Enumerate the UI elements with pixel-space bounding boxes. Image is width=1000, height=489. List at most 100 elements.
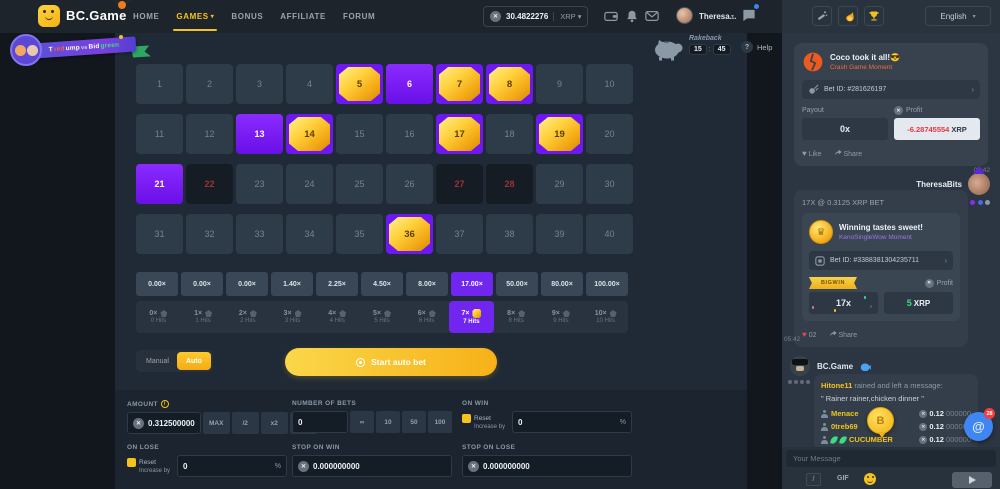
magic-icon[interactable] [812, 6, 832, 26]
on-lose-input[interactable]: 0 % [177, 455, 287, 477]
bell-icon[interactable] [625, 9, 639, 23]
chat-toggle-icon[interactable] [741, 8, 757, 23]
manual-mode-button[interactable]: Manual [146, 357, 169, 365]
keno-cell-29[interactable]: 29 [536, 164, 583, 204]
keno-cell-38[interactable]: 38 [486, 214, 533, 254]
nav-item-games[interactable]: GAMES ▾ [173, 12, 218, 31]
keno-cell-3[interactable]: 3 [236, 64, 283, 104]
keno-cell-23[interactable]: 23 [236, 164, 283, 204]
chat-username[interactable]: BC.Game [817, 361, 854, 371]
keno-cell-21[interactable]: 21 [136, 164, 183, 204]
amount-max-button[interactable]: MAX [202, 412, 230, 434]
nav-username[interactable]: Theresa... [699, 12, 737, 21]
language-select[interactable]: English ▾ [925, 6, 991, 26]
keno-cell-10[interactable]: 10 [586, 64, 633, 104]
slash-command-button[interactable]: / [806, 473, 821, 486]
send-message-button[interactable] [952, 472, 992, 488]
keno-cell-37[interactable]: 37 [436, 214, 483, 254]
keno-cell-36[interactable]: 36 [386, 214, 433, 254]
keno-cell-20[interactable]: 20 [586, 114, 633, 154]
keno-cell-13[interactable]: 13 [236, 114, 283, 154]
keno-cell-25[interactable]: 25 [336, 164, 383, 204]
bcgame-logo-icon[interactable] [38, 5, 60, 27]
keno-cell-16[interactable]: 16 [386, 114, 433, 154]
start-auto-bet-button[interactable]: Start auto bet [285, 348, 497, 376]
keno-cell-30[interactable]: 30 [586, 164, 633, 204]
keno-cell-26[interactable]: 26 [386, 164, 433, 204]
keno-cell-33[interactable]: 33 [236, 214, 283, 254]
amount-double-button[interactable]: x2 [260, 412, 288, 434]
rakeback-widget[interactable]: Rakeback 15 : 45 [651, 35, 731, 61]
keno-cell-12[interactable]: 12 [186, 114, 233, 154]
keno-cell-39[interactable]: 39 [536, 214, 583, 254]
keno-cell-8[interactable]: 8 [486, 64, 533, 104]
keno-cell-17[interactable]: 17 [436, 114, 483, 154]
stop-on-win-input[interactable]: 0.000000000 [292, 455, 452, 477]
bets-preset-button[interactable]: 100 [428, 411, 452, 433]
auto-mode-button[interactable]: Auto [176, 352, 211, 370]
amount-half-button[interactable]: /2 [231, 412, 259, 434]
keno-cell-31[interactable]: 31 [136, 214, 183, 254]
balance-pill[interactable]: 30.4822276 XRP▾ [483, 6, 589, 27]
chat-message-input[interactable] [786, 450, 996, 467]
keno-cell-6[interactable]: 6 [386, 64, 433, 104]
keno-cell-40[interactable]: 40 [586, 214, 633, 254]
share-button[interactable]: Share [829, 329, 857, 339]
bets-preset-button[interactable]: 50 [402, 411, 426, 433]
amount-input[interactable]: 0.312500000 [127, 412, 201, 434]
bet-id-bar[interactable]: Bet ID: #281626197 › [802, 80, 980, 99]
fireball-icon[interactable] [838, 6, 858, 26]
keno-cell-32[interactable]: 32 [186, 214, 233, 254]
like-button[interactable]: ♥ Like [802, 148, 822, 158]
keno-cell-5[interactable]: 5 [336, 64, 383, 104]
keno-cell-18[interactable]: 18 [486, 114, 533, 154]
keno-cell-24[interactable]: 24 [286, 164, 333, 204]
help-button[interactable]: Help [741, 41, 772, 53]
on-win-input[interactable]: 0 % [512, 411, 632, 433]
rain-username[interactable]: 0treb69 [831, 422, 858, 431]
share-button[interactable]: Share [834, 148, 862, 158]
stop-on-lose-input[interactable]: 0.000000000 [462, 455, 632, 477]
keno-cell-9[interactable]: 9 [536, 64, 583, 104]
emoji-icon[interactable] [864, 473, 876, 485]
wallet-icon[interactable] [604, 9, 618, 23]
nav-item-forum[interactable]: FORUM [343, 12, 375, 21]
chat-username[interactable]: TheresaBits [916, 179, 962, 189]
rain-username[interactable]: CUCUMBER [849, 435, 893, 444]
like-button[interactable]: ♥ 02 [802, 329, 817, 339]
rainer-username[interactable]: Hitone11 [821, 381, 853, 390]
number-of-bets-input[interactable]: 0 [292, 411, 348, 433]
bets-preset-button[interactable]: 10 [376, 411, 400, 433]
nav-item-home[interactable]: HOME [133, 12, 159, 21]
witch-avatar[interactable] [968, 166, 990, 195]
keno-cell-34[interactable]: 34 [286, 214, 333, 254]
nav-item-affiliate[interactable]: AFFILIATE [280, 12, 326, 21]
bets-preset-button[interactable]: ∞ [350, 411, 374, 433]
crash-moment-card[interactable]: Coco took it all!😎 Crash Game Moment Bet… [794, 43, 988, 166]
keno-cell-19[interactable]: 19 [536, 114, 583, 154]
keno-cell-2[interactable]: 2 [186, 64, 233, 104]
currency-dropdown[interactable]: XRP ▾ [553, 12, 581, 21]
trophy-icon[interactable] [864, 6, 884, 26]
keno-cell-7[interactable]: 7 [436, 64, 483, 104]
keno-moment-card[interactable]: 17X @ 0.3125 XRP BET Winning tastes swee… [794, 190, 968, 347]
keno-cell-22[interactable]: 22 [186, 164, 233, 204]
keno-cell-14[interactable]: 14 [286, 114, 333, 154]
mail-icon[interactable] [645, 9, 659, 23]
on-lose-reset-toggle[interactable] [127, 458, 136, 467]
ninja-avatar[interactable] [790, 356, 810, 376]
user-avatar[interactable] [676, 7, 693, 24]
gif-button[interactable]: GIF [837, 475, 849, 482]
keno-cell-28[interactable]: 28 [486, 164, 533, 204]
coin-pin-icon[interactable]: B [867, 407, 894, 438]
keno-cell-27[interactable]: 27 [436, 164, 483, 204]
keno-cell-1[interactable]: 1 [136, 64, 183, 104]
rain-username[interactable]: Menace [831, 409, 859, 418]
keno-cell-11[interactable]: 11 [136, 114, 183, 154]
on-win-reset-toggle[interactable] [462, 414, 471, 423]
nav-item-bonus[interactable]: BONUS [231, 12, 263, 21]
keno-cell-35[interactable]: 35 [336, 214, 383, 254]
bet-id-bar[interactable]: Bet ID: #3388381304235711 › [809, 251, 953, 270]
keno-cell-15[interactable]: 15 [336, 114, 383, 154]
